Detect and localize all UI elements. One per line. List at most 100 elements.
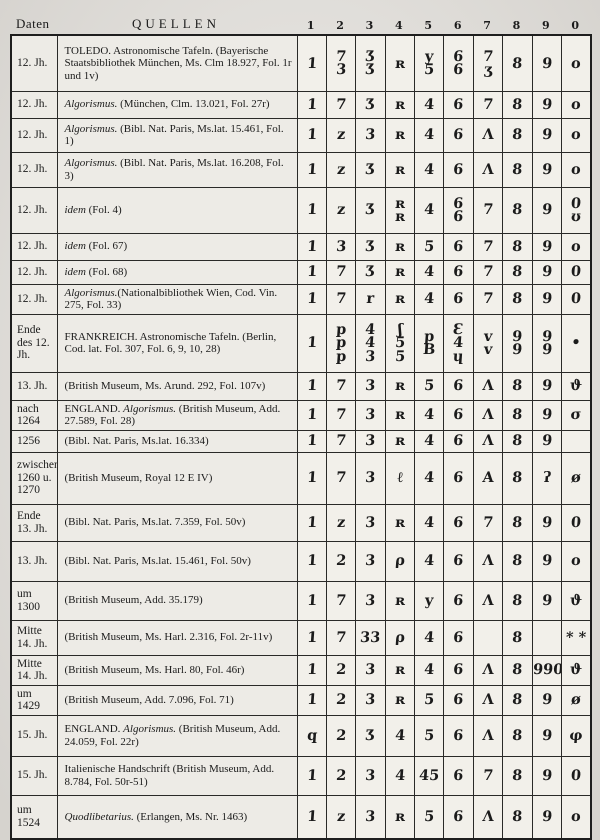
- numeral-glyph: 7: [482, 237, 494, 255]
- numeral-glyph: 4: [423, 95, 435, 113]
- numeral-glyph: * *: [565, 628, 587, 646]
- source-detail: (British Museum, Royal 12 E IV): [64, 471, 213, 484]
- numeral-glyph: 4: [423, 628, 435, 646]
- date-cell: 12. Jh.: [10, 117, 58, 153]
- numeral-glyph: ϑ: [569, 591, 583, 609]
- numeral-cell: ρ: [384, 540, 416, 582]
- numeral-glyph: 6: [453, 513, 465, 531]
- numeral-cell: 7: [325, 259, 357, 285]
- numeral-cell: 5: [414, 714, 445, 757]
- numeral-glyph: o: [570, 808, 582, 825]
- numeral-cell: 7: [325, 429, 357, 453]
- numeral-glyph: Ʒ: [365, 263, 376, 281]
- numeral-glyph: ʀ: [394, 691, 406, 709]
- source-title: Algorismus.: [64, 122, 118, 135]
- numeral-glyph: 9: [541, 808, 553, 825]
- source-title: idem: [64, 265, 86, 278]
- numeral-glyph: 1: [306, 469, 318, 487]
- source-detail: (Bibl. Nat. Paris, Ms.lat. 16.334): [64, 434, 209, 447]
- date-cell: Mitte 14. Jh.: [10, 619, 58, 656]
- numeral-glyph: 9: [541, 341, 553, 358]
- numeral-cell: Λ: [472, 117, 504, 153]
- numeral-glyph: 7: [335, 377, 347, 395]
- numeral-cell: 7: [472, 283, 504, 315]
- numeral-glyph: ʀ: [394, 591, 406, 609]
- source-cell: FRANKREICH. Astronomische Tafeln. (Berli…: [56, 313, 298, 373]
- numeral-cell: 9: [531, 34, 563, 92]
- numeral-cell: 8: [502, 654, 533, 686]
- numeral-glyph: 0: [570, 290, 582, 308]
- numeral-cell: ʀ: [384, 684, 416, 716]
- numeral-cell: ʀ: [384, 117, 416, 153]
- numeral-glyph: o: [570, 54, 582, 72]
- numeral-glyph: 3: [364, 377, 377, 395]
- numeral-glyph: ʒ: [483, 61, 493, 79]
- numeral-cell: 8: [502, 451, 533, 505]
- numeral-cell: ø: [561, 684, 592, 716]
- numeral-cell: o: [561, 34, 592, 92]
- numeral-glyph: 6: [453, 726, 465, 744]
- numeral-glyph: 4: [423, 513, 435, 531]
- numeral-cell: 1: [296, 34, 327, 92]
- numeral-glyph: 3: [364, 661, 377, 679]
- numeral-glyph: 6: [453, 126, 465, 144]
- numeral-cell: 0: [561, 755, 592, 796]
- numeral-cell: 0: [561, 283, 592, 315]
- numeral-glyph: ø: [570, 469, 582, 487]
- numeral-cell: ø: [561, 451, 592, 505]
- numeral-glyph: 6: [453, 263, 465, 281]
- numeral-cell: ʀ: [384, 90, 416, 119]
- numeral-cell: 1: [296, 151, 327, 188]
- numeral-cell: 6: [443, 399, 474, 431]
- numeral-cell: 9: [531, 399, 563, 431]
- numeral-glyph: 8: [511, 628, 524, 646]
- numeral-cell: 9: [531, 151, 563, 188]
- numeral-glyph: 1: [306, 591, 318, 609]
- numeral-cell: 8: [502, 714, 533, 757]
- numeral-glyph: 4: [423, 201, 435, 219]
- source-cell: (British Museum, Ms. Arund. 292, Fol. 10…: [56, 371, 298, 401]
- numeral-cell: 6: [443, 654, 474, 686]
- numeral-glyph: Ʒ: [365, 95, 376, 113]
- numeral-cell: 3: [355, 654, 386, 686]
- numeral-glyph: Λ: [481, 808, 495, 825]
- numeral-glyph: 9: [541, 290, 553, 308]
- source-detail: (British Museum, Ms. Harl. 2.316, Fol. 2…: [64, 631, 273, 644]
- table-row: um 1429 (British Museum, Add. 7.096, Fol.…: [10, 684, 592, 716]
- date-cell: 15. Jh.: [10, 755, 58, 796]
- numeral-glyph: 6: [453, 160, 465, 178]
- numeral-glyph: 2: [335, 691, 347, 709]
- numeral-cell: 6: [443, 259, 474, 285]
- numeral-glyph: 4: [394, 726, 406, 744]
- numeral-glyph: 7: [335, 628, 347, 646]
- numeral-glyph: 8: [511, 237, 524, 255]
- numeral-glyph: 8: [511, 552, 524, 570]
- numeral-glyph: 9: [541, 377, 553, 395]
- numeral-cell: 8: [502, 540, 533, 582]
- numeral-cell: Ʒ: [355, 186, 386, 234]
- numeral-glyph: 6: [453, 61, 465, 79]
- numeral-cell: 2: [325, 654, 357, 686]
- source-cell: TOLEDO. Astronomische Tafeln. (Bayerisch…: [56, 34, 298, 92]
- numeral-cell: 7: [472, 186, 504, 234]
- table-row: 12. Jh. TOLEDO. Astronomische Tafeln. (Ba…: [10, 34, 592, 92]
- numeral-cell: 8: [502, 755, 533, 796]
- table-row: 15. Jh. ENGLAND. Algorismus. (British Mus…: [10, 714, 592, 757]
- numeral-glyph: ʀ: [394, 126, 406, 144]
- column-digit-header: 3: [365, 19, 374, 32]
- date-cell: Ende 13. Jh.: [10, 503, 58, 542]
- numeral-glyph: 4: [423, 432, 435, 450]
- numeral-glyph: 9: [541, 263, 553, 281]
- source-detail: (British Museum, Ms. Harl. 80, Fol. 46r): [64, 663, 245, 676]
- numeral-glyph: 1: [306, 290, 318, 308]
- source-cell: Italienische Handschrift (British Museum…: [56, 755, 298, 796]
- numeral-cell: 3: [355, 794, 386, 840]
- numeral-cell: 9: [531, 580, 563, 621]
- numeral-cell: 8: [502, 429, 533, 453]
- numeral-glyph: 8: [511, 766, 524, 784]
- numeral-glyph: 7: [335, 432, 347, 450]
- numeral-glyph: 3: [364, 347, 377, 365]
- numeral-glyph: 7: [482, 513, 494, 531]
